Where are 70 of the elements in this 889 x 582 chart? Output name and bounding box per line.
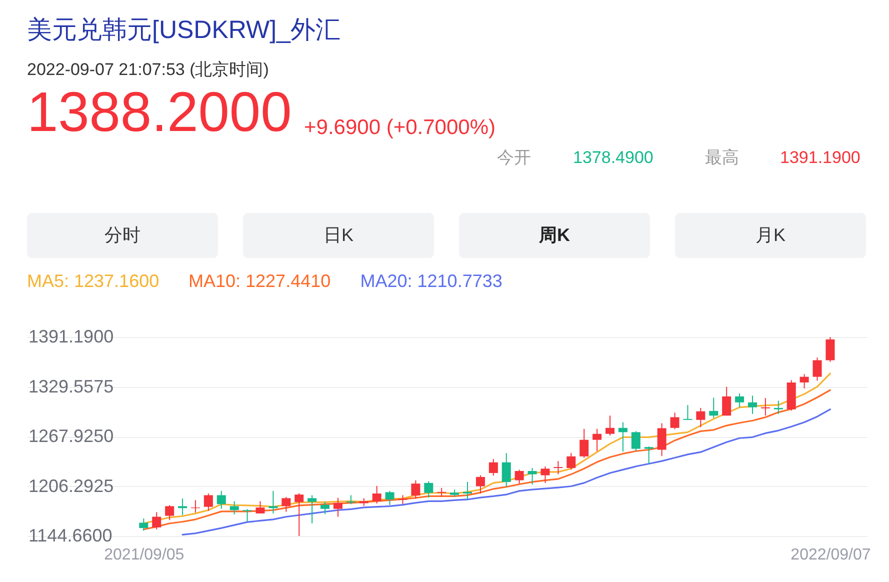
candlestick <box>528 468 537 486</box>
candlestick <box>709 397 718 418</box>
text: 月K <box>755 225 786 245</box>
candlestick <box>268 490 278 514</box>
candlestick <box>812 357 822 382</box>
text: 1391.1900 <box>780 148 860 167</box>
candlestick <box>502 452 511 488</box>
candlestick <box>735 392 744 408</box>
candlestick <box>333 497 342 518</box>
text: 最高 <box>705 148 739 167</box>
candlestick <box>178 498 188 516</box>
candlestick <box>566 452 576 470</box>
y-tick-label: 1391.1900 <box>28 326 114 346</box>
candlestick <box>540 466 550 484</box>
candlestick <box>514 469 524 484</box>
candlestick <box>488 458 498 476</box>
candlestick <box>748 395 757 414</box>
text: MA20: 1210.7733 <box>360 271 502 291</box>
y-tick-label: 1329.5575 <box>28 376 114 396</box>
candlestick <box>216 490 226 510</box>
x-tick-label: 2021/09/05 <box>104 546 184 564</box>
y-tick-label: 1144.6600 <box>28 526 112 546</box>
text: 分时 <box>104 225 140 245</box>
candlestick <box>294 492 304 536</box>
text: 1378.4900 <box>573 148 654 167</box>
chart-subtitle: 2022-09-07 21:07:53 (北京时间) <box>27 60 269 79</box>
candlestick <box>139 518 148 532</box>
text: 1388.2000 <box>27 80 292 143</box>
candlestick <box>631 430 640 452</box>
candlestick <box>722 386 732 416</box>
text: 日K <box>323 225 354 245</box>
candlestick <box>800 374 809 389</box>
candlestick <box>592 428 602 452</box>
candlestick <box>580 428 589 458</box>
candlestick <box>774 400 783 414</box>
text: 周K <box>538 225 570 245</box>
candlestick <box>826 336 835 362</box>
candlestick <box>463 481 472 500</box>
candlestick <box>165 504 174 521</box>
candlestick <box>657 422 666 457</box>
candlestick <box>683 404 692 420</box>
candlestick <box>424 480 434 498</box>
candlestick <box>385 490 394 506</box>
candlestick <box>554 460 563 475</box>
candlestick <box>152 512 162 530</box>
candlestick <box>242 508 252 522</box>
text: 今开 <box>497 148 531 167</box>
candlestick <box>696 407 706 428</box>
text: MA10: 1227.4410 <box>188 271 331 291</box>
candlestick <box>644 446 654 464</box>
x-tick-label: 2022/09/07 <box>790 546 871 564</box>
candlestick <box>670 412 680 430</box>
candlestick <box>411 480 420 500</box>
candlestick <box>372 485 382 504</box>
text: +9.6900 (+0.7000%) <box>304 116 496 139</box>
candlestick <box>476 474 485 494</box>
y-tick-label: 1206.2925 <box>28 476 114 496</box>
candlestick <box>204 493 213 512</box>
text: MA5: 1237.1600 <box>27 271 160 291</box>
candlestick <box>230 500 239 515</box>
candlestick <box>308 494 317 524</box>
line-series <box>182 408 832 536</box>
chart-title: 美元兑韩元[USDKRW]_外汇 <box>27 16 340 44</box>
candlestick <box>282 496 291 512</box>
y-tick-label: 1267.9250 <box>28 426 114 446</box>
candlestick <box>618 422 628 452</box>
candlestick <box>320 501 330 515</box>
candlestick <box>605 415 614 436</box>
candlestick <box>256 500 265 514</box>
candlestick <box>760 398 770 416</box>
